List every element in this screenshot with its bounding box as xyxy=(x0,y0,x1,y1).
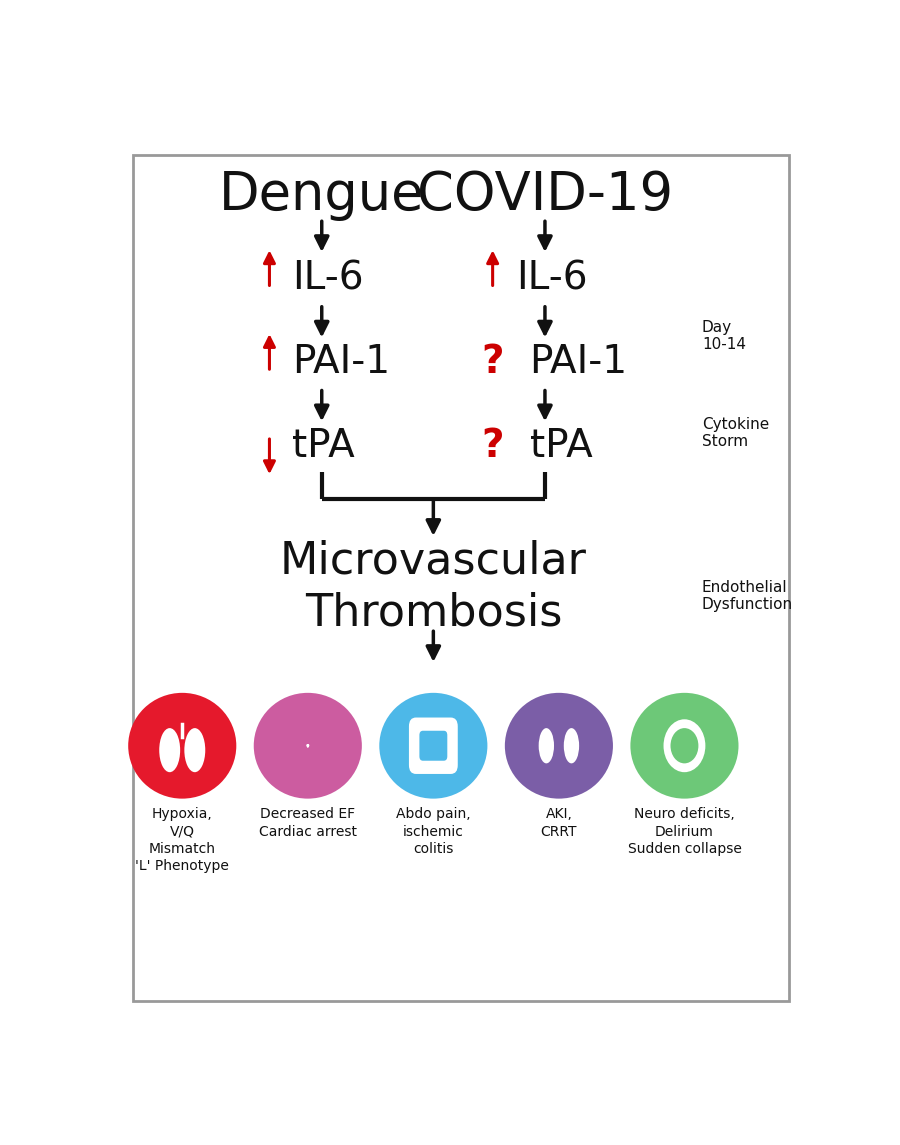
Ellipse shape xyxy=(539,728,554,764)
Text: tPA: tPA xyxy=(292,427,356,465)
Text: ?: ? xyxy=(482,344,504,381)
Text: PAI-1: PAI-1 xyxy=(292,344,391,381)
Text: Cytokine
Storm: Cytokine Storm xyxy=(702,417,770,449)
Ellipse shape xyxy=(505,693,613,799)
Polygon shape xyxy=(307,744,309,747)
Circle shape xyxy=(663,719,706,772)
Text: Day
10-14: Day 10-14 xyxy=(702,319,746,352)
Text: PAI-1: PAI-1 xyxy=(529,344,627,381)
Text: Abdo pain,
ischemic
colitis: Abdo pain, ischemic colitis xyxy=(396,807,471,856)
Text: AKI,
CRRT: AKI, CRRT xyxy=(541,807,577,839)
Text: COVID-19: COVID-19 xyxy=(417,168,673,221)
Text: Neuro deficits,
Delirium
Sudden collapse: Neuro deficits, Delirium Sudden collapse xyxy=(627,807,742,856)
Ellipse shape xyxy=(128,693,237,799)
Text: Endothelial
Dysfunction: Endothelial Dysfunction xyxy=(702,579,793,613)
Ellipse shape xyxy=(184,728,205,772)
Ellipse shape xyxy=(254,693,362,799)
Ellipse shape xyxy=(159,728,180,772)
Text: ?: ? xyxy=(482,427,504,465)
Text: Dengue: Dengue xyxy=(219,168,425,221)
FancyBboxPatch shape xyxy=(133,155,789,1002)
Circle shape xyxy=(670,728,698,764)
Text: Decreased EF
Cardiac arrest: Decreased EF Cardiac arrest xyxy=(259,807,356,839)
FancyBboxPatch shape xyxy=(409,718,458,774)
Ellipse shape xyxy=(563,728,579,764)
FancyBboxPatch shape xyxy=(419,731,447,760)
Text: IL-6: IL-6 xyxy=(292,260,364,298)
Ellipse shape xyxy=(630,693,739,799)
Text: Hypoxia,
V/Q
Mismatch
'L' Phenotype: Hypoxia, V/Q Mismatch 'L' Phenotype xyxy=(135,807,230,874)
Ellipse shape xyxy=(379,693,488,799)
Text: tPA: tPA xyxy=(529,427,592,465)
Text: IL-6: IL-6 xyxy=(516,260,588,298)
Text: Microvascular
Thrombosis: Microvascular Thrombosis xyxy=(280,539,587,634)
